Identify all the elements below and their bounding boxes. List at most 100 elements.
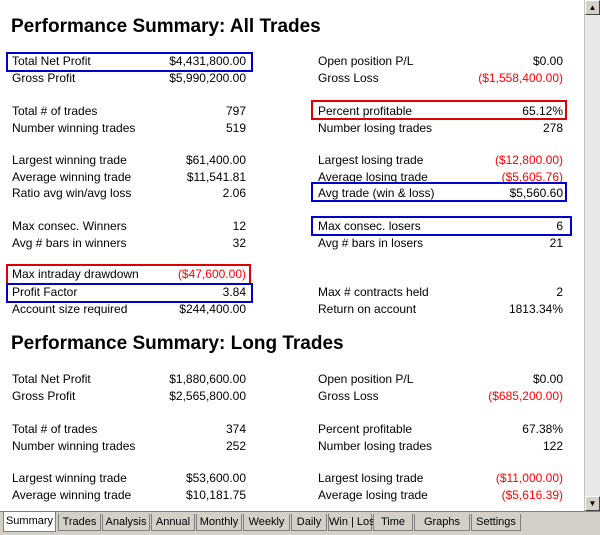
stat-row: Largest winning trade $61,400.00 Largest l… — [0, 152, 584, 169]
stat-label-left: Average winning trade — [12, 488, 132, 502]
stat-value-right: 278 — [542, 121, 563, 135]
stat-label-left: Total Net Profit — [12, 54, 91, 68]
stat-row: Gross Profit $5,990,200.00 Gross Loss ($1,5… — [0, 70, 584, 87]
tab-settings[interactable]: Settings — [471, 514, 521, 531]
stat-value-right: $0.00 — [532, 372, 563, 386]
stat-label-left: Largest winning trade — [12, 471, 127, 485]
stat-label-right: Percent profitable — [318, 422, 413, 436]
stat-value-right: 21 — [549, 236, 563, 250]
stat-value-right: $0.00 — [532, 54, 563, 68]
stat-row: Total Net Profit $1,880,600.00 Open positi… — [0, 371, 584, 388]
stat-label-left: Max intraday drawdown — [12, 267, 139, 281]
stat-label-left: Total Net Profit — [12, 372, 91, 386]
stat-label-left: Number winning trades — [12, 121, 136, 135]
stat-value-right: ($11,000.00) — [495, 471, 563, 485]
stat-value-right: ($5,605.76) — [501, 170, 563, 184]
stat-value-left: 12 — [232, 219, 246, 233]
stat-label-left: Total # of trades — [12, 422, 98, 436]
tab-time[interactable]: Time — [373, 514, 413, 531]
stat-label-right: Open position P/L — [318, 372, 414, 386]
stat-row: Total # of trades 797 Percent profitable 65… — [0, 103, 584, 120]
stat-value-right: 2 — [556, 285, 563, 299]
stat-value-left: 252 — [225, 439, 246, 453]
stat-label-right: Avg trade (win & loss) — [318, 186, 435, 200]
tab-monthly[interactable]: Monthly — [196, 514, 242, 531]
stat-label-right: Open position P/L — [318, 54, 414, 68]
tab-summary[interactable]: Summary — [3, 512, 56, 532]
stat-value-left: $61,400.00 — [185, 153, 246, 167]
stat-value-left: $10,181.75 — [185, 488, 246, 502]
stat-value-left: 32 — [232, 236, 246, 250]
vertical-scrollbar[interactable]: ▲ ▼ — [584, 0, 600, 511]
stat-value-left: 3.84 — [222, 285, 246, 299]
stat-label-right: Number losing trades — [318, 121, 433, 135]
stat-value-left: 374 — [225, 422, 246, 436]
stat-value-left: $1,880,600.00 — [169, 372, 246, 386]
tab-win-loss[interactable]: Win | Loss — [328, 514, 380, 531]
stat-value-left: $5,990,200.00 — [169, 71, 246, 85]
stat-label-left: Largest winning trade — [12, 153, 127, 167]
stat-row: Total # of trades 374 Percent profitable 67… — [0, 421, 584, 438]
stat-label-left: Profit Factor — [12, 285, 78, 299]
tab-annual[interactable]: Annual — [151, 514, 195, 531]
stat-value-right: $5,560.60 — [509, 186, 563, 200]
stat-label-right: Largest losing trade — [318, 153, 424, 167]
stat-row: Number winning trades 252 Number losing tr… — [0, 438, 584, 455]
stat-row: Ratio avg win/avg loss 2.06 Avg trade (win… — [0, 185, 584, 202]
all-trades-title: Performance Summary: All Trades — [11, 16, 321, 37]
stat-value-left: $53,600.00 — [185, 471, 246, 485]
stat-value-left: 519 — [225, 121, 246, 135]
stat-label-left: Number winning trades — [12, 439, 136, 453]
stat-row: Account size required $244,400.00 Return o… — [0, 301, 584, 318]
stat-label-left: Average winning trade — [12, 170, 132, 184]
report-viewport: Performance Summary: All Trades Total Ne… — [0, 16, 584, 504]
stat-row: Average winning trade $11,541.81 Average l… — [0, 169, 584, 186]
scroll-up-arrow-icon[interactable]: ▲ — [585, 0, 600, 15]
stat-label-left: Avg # bars in winners — [12, 236, 127, 250]
stat-value-left: $244,400.00 — [179, 302, 246, 316]
tab-graphs[interactable]: Graphs — [414, 514, 470, 531]
stat-label-right: Percent profitable — [318, 104, 413, 118]
long-trades-title: Performance Summary: Long Trades — [11, 333, 344, 354]
stat-value-right: ($12,800.00) — [494, 153, 563, 167]
stat-row: Number winning trades 519 Number losing tr… — [0, 120, 584, 137]
stat-value-right: 65.12% — [522, 104, 563, 118]
stat-value-right: 122 — [542, 439, 563, 453]
stat-value-left: $11,541.81 — [186, 170, 246, 184]
stat-label-right: Avg # bars in losers — [318, 236, 424, 250]
stat-value-left: 797 — [225, 104, 246, 118]
stat-label-right: Max consec. losers — [318, 219, 421, 233]
stat-value-right: 6 — [556, 219, 563, 233]
tab-analysis[interactable]: Analysis — [102, 514, 150, 531]
stat-label-right: Largest losing trade — [318, 471, 424, 485]
stat-label-right: Return on account — [318, 302, 417, 316]
stat-label-right: Number losing trades — [318, 439, 433, 453]
tab-weekly[interactable]: Weekly — [243, 514, 290, 531]
stat-label-right: Gross Loss — [318, 389, 379, 403]
stat-row: Max intraday drawdown ($47,600.00) — [0, 266, 584, 283]
stat-value-right: ($685,200.00) — [488, 389, 563, 403]
stat-value-left: $4,431,800.00 — [169, 54, 246, 68]
stat-label-left: Ratio avg win/avg loss — [12, 186, 132, 200]
stat-label-left: Gross Profit — [12, 389, 76, 403]
tab-trades[interactable]: Trades — [58, 514, 101, 531]
stat-value-left: 2.06 — [222, 186, 246, 200]
stat-row: Largest winning trade $53,600.00 Largest l… — [0, 470, 584, 487]
stat-label-left: Gross Profit — [12, 71, 76, 85]
stat-label-left: Max consec. Winners — [12, 219, 127, 233]
stat-row: Average winning trade $10,181.75 Average l… — [0, 487, 584, 504]
stat-value-left: ($47,600.00) — [177, 267, 246, 281]
stat-label-right: Average losing trade — [318, 170, 428, 184]
stat-label-left: Account size required — [12, 302, 128, 316]
stat-value-right: 67.38% — [522, 422, 563, 436]
stat-label-right: Average losing trade — [318, 488, 428, 502]
stat-row: Avg # bars in winners 32 Avg # bars in los… — [0, 235, 584, 252]
stat-label-left: Total # of trades — [12, 104, 98, 118]
scroll-down-arrow-icon[interactable]: ▼ — [585, 496, 600, 511]
stat-value-right: ($1,558,400.00) — [478, 71, 563, 85]
tab-daily[interactable]: Daily — [291, 514, 327, 531]
stat-row: Profit Factor 3.84 Max # contracts held 2 — [0, 284, 584, 301]
stat-value-right: ($5,616.39) — [501, 488, 563, 502]
stat-row: Gross Profit $2,565,800.00 Gross Loss ($685… — [0, 388, 584, 405]
stat-value-left: $2,565,800.00 — [169, 389, 246, 403]
